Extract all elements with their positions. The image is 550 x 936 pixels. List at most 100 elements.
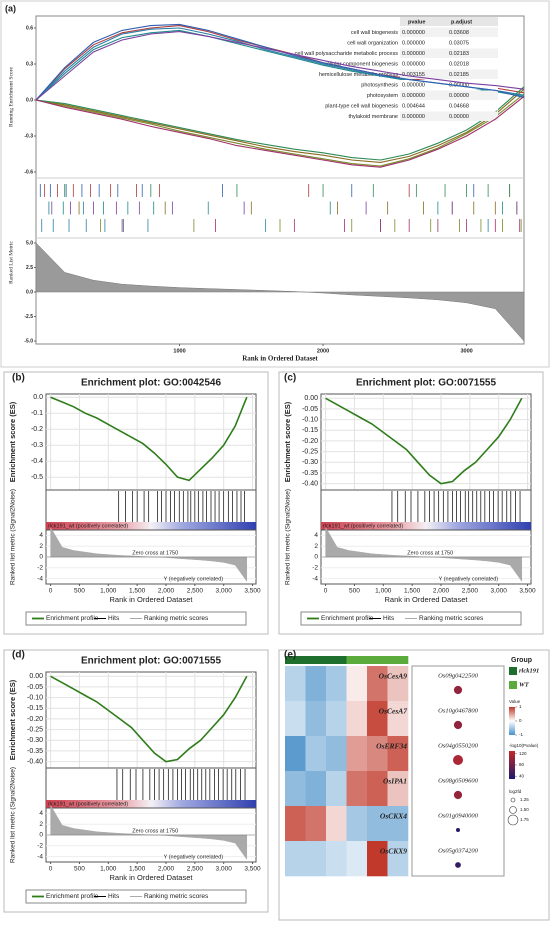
y-tick-label: 5.0 (26, 240, 33, 246)
group-bar (387, 656, 409, 664)
size-key (509, 806, 517, 814)
y-axis-label: Enrichment score (ES) (283, 401, 292, 482)
panel-label: (a) (5, 3, 16, 13)
dot (453, 755, 463, 765)
group-bar (346, 656, 368, 664)
legend-label: rlck191 (519, 667, 539, 674)
legend-label: thylakoid membrane (348, 114, 398, 120)
table-cell: 0.04668 (449, 103, 469, 109)
table-row-bg (400, 27, 498, 37)
table-cell: 0.000000 (402, 114, 425, 120)
colorbar (509, 751, 515, 779)
legend-label: Enrichment profile (46, 615, 99, 622)
x-tick-label: 3000 (460, 348, 472, 354)
y-tick-label: -0.25 (302, 448, 318, 455)
y-tick-label: -2.5 (24, 314, 33, 320)
gene-label: OsCesA7 (379, 707, 408, 716)
heat-cell (367, 701, 388, 737)
table-row-bg (400, 101, 498, 111)
y-tick-label: -0.30 (27, 737, 43, 744)
y-tick-label: 0.3 (26, 61, 33, 67)
x-tick-label: 3,500 (519, 588, 536, 595)
y-axis-label: Enrichment score (ES) (8, 401, 17, 482)
legend-tick-label: 1 (519, 704, 522, 709)
y-tick-label: 2 (39, 821, 43, 828)
y-tick-label: -0.05 (302, 406, 318, 413)
x-tick-label: 2,000 (433, 588, 450, 595)
chart-title: Enrichment plot: GO:0042546 (81, 378, 221, 389)
table-cell: 0.02185 (449, 72, 469, 78)
gene-id: Os09g0422500 (438, 672, 478, 679)
y-tick-label: -0.30 (302, 459, 318, 466)
legend-label: Ranking metric scores (419, 615, 484, 622)
x-tick-label: 3,000 (491, 588, 508, 595)
dot (455, 862, 461, 868)
x-tick-label: 3,000 (216, 588, 233, 595)
legend-title: Value (509, 699, 521, 704)
heat-cell (326, 841, 347, 877)
x-tick-label: 2,000 (158, 588, 175, 595)
heat-cell (387, 806, 409, 842)
gene-id: Os04g0550200 (438, 742, 478, 749)
x-tick-label: 0 (324, 588, 328, 595)
y-tick-label: 0.00 (304, 395, 318, 402)
y-tick-label: -0.10 (302, 416, 318, 423)
legend-swatch (509, 667, 517, 675)
annotation: Zero cross at 1750 (407, 550, 453, 556)
heat-cell (346, 806, 368, 842)
metric-area (35, 242, 525, 342)
legend-title: log2fd (509, 789, 522, 794)
table-header: pvalue (408, 19, 425, 25)
es-line (35, 86, 525, 161)
heat-cell (387, 701, 409, 737)
annotation: Zero cross at 1750 (132, 550, 178, 556)
y-tick-label: -0.5 (31, 474, 43, 481)
heat-cell (346, 666, 368, 702)
legend-label: Ranking metric scores (144, 615, 209, 622)
y-tick-label: 0 (39, 554, 43, 561)
table-cell: 0.02183 (449, 51, 469, 57)
y-tick-label: -0.6 (24, 169, 33, 175)
legend-label: cell wall polysaccharide metabolic proce… (295, 51, 399, 57)
y-tick-label: -0.15 (302, 427, 318, 434)
heat-cell (285, 701, 306, 737)
chart-title: Enrichment plot: GO:0071555 (81, 656, 221, 667)
annotation: Zero cross at 1750 (132, 828, 178, 834)
legend-tick-label: 80 (519, 762, 525, 767)
heat-cell (326, 771, 347, 807)
es-line (35, 93, 525, 167)
table-row-bg (400, 69, 498, 79)
y-axis-label: Ranked List Metric (8, 241, 14, 284)
legend-tick-label: 40 (519, 773, 525, 778)
rank-ribbon (46, 522, 256, 530)
y-tick-label: 4 (39, 532, 43, 539)
heat-cell (367, 666, 388, 702)
heat-cell (346, 701, 368, 737)
y-tick-label: 4 (314, 532, 318, 539)
y-tick-label: -0.2 (31, 426, 43, 433)
rank-ribbon (321, 522, 531, 530)
legend-label: Hits (108, 615, 120, 622)
metric-area (50, 804, 248, 861)
heat-cell (285, 841, 306, 877)
y-axis-label: Ranked list metric (Signal2Noise) (10, 489, 17, 585)
y-axis-label: Enrichment score (ES) (8, 679, 17, 760)
table-header-bg (400, 17, 498, 26)
y-tick-label: -5.0 (24, 338, 33, 344)
y-tick-label: -0.40 (27, 758, 43, 765)
legend: Enrichment profile Hits Ranking metric sco… (300, 611, 522, 626)
gene-label: OsIPA1 (383, 777, 407, 786)
group-bar (285, 656, 306, 664)
x-tick-label: 500 (74, 588, 85, 595)
y-tick-label: -0.3 (31, 442, 43, 449)
table-cell: 0.000000 (402, 61, 425, 67)
legend-label: photosynthesis (361, 82, 398, 88)
x-tick-label: 3,500 (244, 866, 261, 873)
heat-cell (326, 666, 347, 702)
legend-label: photosystem (367, 93, 399, 99)
table-cell: 0.004644 (402, 103, 425, 109)
x-tick-label: 2,500 (462, 588, 479, 595)
table-row-bg (400, 59, 498, 69)
x-axis-label: Rank in Ordered Dataset (110, 873, 194, 882)
